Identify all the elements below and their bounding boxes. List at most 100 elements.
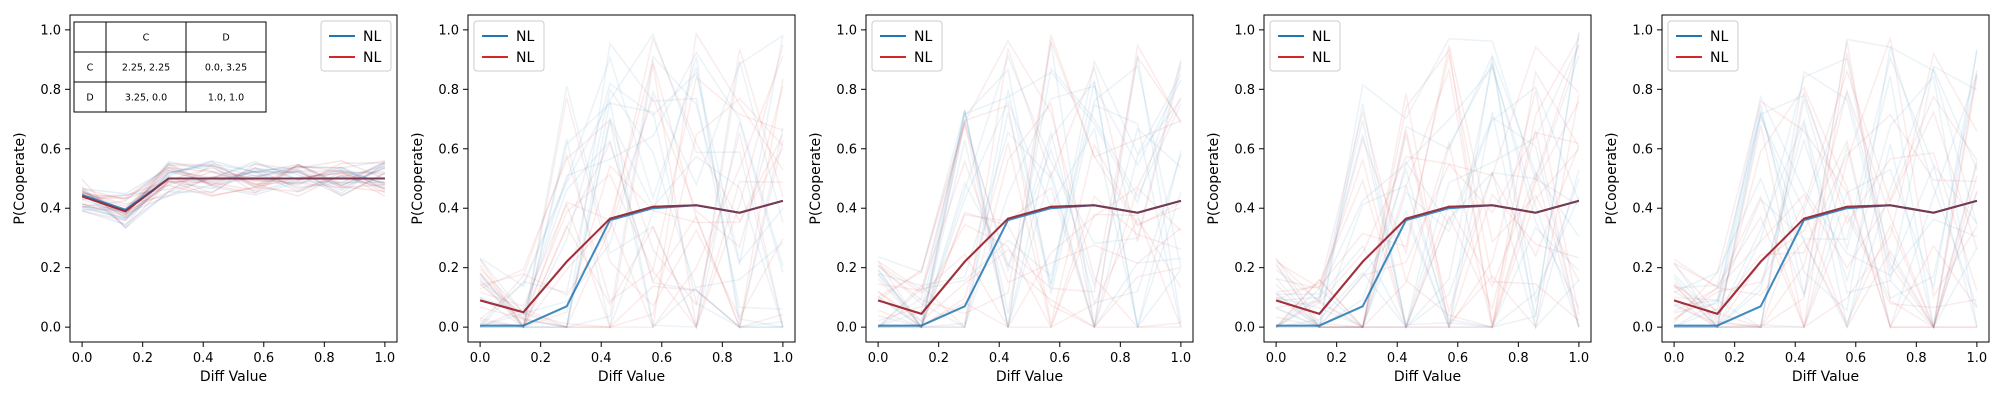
background-trace	[479, 48, 784, 330]
y-tick-label: 0.8	[1234, 83, 1255, 98]
x-tick-label: 0.6	[1447, 351, 1468, 366]
background-trace	[81, 160, 386, 221]
x-tick-label: 0.4	[193, 351, 214, 366]
y-tick-label: 1.0	[836, 23, 857, 38]
legend-box	[473, 20, 545, 72]
background-trace	[1275, 69, 1580, 329]
axes-frame	[69, 14, 398, 343]
axes-frame	[1263, 14, 1592, 343]
background-trace	[1673, 74, 1978, 328]
x-tick-label: 0.0	[1664, 351, 1685, 366]
x-tick-label: 1.0	[1569, 351, 1590, 366]
table-cell: 2.25, 2.25	[122, 63, 170, 74]
background-trace	[1673, 73, 1978, 330]
table-cell: 0.0, 3.25	[205, 63, 247, 74]
x-tick-label: 1.0	[375, 351, 396, 366]
background-trace	[877, 34, 1182, 330]
background-trace	[82, 160, 386, 211]
y-tick-label: 0.2	[40, 261, 61, 276]
x-axis-title: Diff Value	[200, 369, 267, 385]
background-trace	[878, 119, 1182, 328]
legend-label: NL	[1710, 29, 1728, 45]
background-trace	[479, 97, 784, 329]
background-trace	[877, 127, 1182, 329]
legend-label: NL	[1710, 50, 1728, 66]
background-trace	[877, 67, 1182, 329]
background-trace	[1673, 37, 1978, 329]
background-trace	[1275, 56, 1580, 331]
background-trace	[1673, 57, 1978, 329]
y-tick-label: 1.0	[1632, 23, 1653, 38]
background-trace	[877, 65, 1182, 328]
x-tick-label: 1.0	[1171, 351, 1192, 366]
background-trace	[1674, 94, 1978, 307]
x-axis-title: Diff Value	[1792, 369, 1859, 385]
background-trace	[480, 55, 784, 329]
background-trace	[1673, 55, 1978, 328]
background-trace	[1673, 40, 1978, 329]
legend: NL NL	[871, 20, 943, 72]
legend-box	[1667, 20, 1739, 72]
background-trace	[877, 81, 1182, 328]
background-trace	[877, 38, 1182, 315]
legend: NL NL	[1269, 20, 1341, 72]
background-trace	[877, 42, 1182, 329]
y-tick-label: 0.8	[836, 83, 857, 98]
chart-panel-4: 0.0 0.2 0.4 0.6 0.8 1.0 0.0 0.2 0.4 0.6 0.8 1.0 Diff…	[1206, 14, 1592, 385]
y-tick-label: 1.0	[438, 23, 459, 38]
y-tick-label: 0.4	[438, 202, 459, 217]
background-trace	[1275, 31, 1580, 328]
legend-box	[1269, 20, 1341, 72]
background-trace	[1275, 53, 1580, 329]
y-axis-title: P(Cooperate)	[1604, 132, 1620, 224]
x-tick-label: 0.8	[314, 351, 335, 366]
y-tick-label: 0.4	[836, 202, 857, 217]
background-trace	[877, 195, 1182, 329]
x-tick-label: 0.4	[591, 351, 612, 366]
background-trace	[877, 55, 1182, 323]
y-tick-label: 0.6	[40, 142, 61, 157]
y-tick-label: 0.6	[1632, 142, 1653, 157]
x-tick-label: 0.6	[1845, 351, 1866, 366]
background-trace	[1276, 66, 1580, 328]
background-traces	[877, 34, 1182, 330]
background-trace	[479, 31, 784, 328]
legend-label: NL	[914, 29, 932, 45]
y-tick-label: 0.4	[1234, 202, 1255, 217]
table-row-label: C	[87, 63, 94, 74]
y-tick-label: 0.6	[438, 142, 459, 157]
background-trace	[1674, 89, 1978, 329]
background-trace	[1275, 90, 1580, 328]
chart-panel-2: 0.0 0.2 0.4 0.6 0.8 1.0 0.0 0.2 0.4 0.6 0.8 1.0 Diff…	[410, 14, 796, 385]
x-tick-label: 0.0	[868, 351, 889, 366]
x-tick-label: 0.8	[1508, 351, 1529, 366]
x-tick-label: 0.0	[470, 351, 491, 366]
background-traces	[81, 160, 386, 230]
series-line-mean-overlay	[81, 177, 385, 213]
background-trace	[1275, 156, 1580, 330]
x-tick-label: 0.6	[253, 351, 274, 366]
background-trace	[480, 56, 784, 330]
x-tick-label: 1.0	[1967, 351, 1988, 366]
legend-label: NL	[1312, 50, 1330, 66]
background-trace	[877, 186, 1182, 329]
x-tick-label: 0.8	[712, 351, 733, 366]
chart-panel-5: 0.0 0.2 0.4 0.6 0.8 1.0 0.0 0.2 0.4 0.6 0.8 1.0 Diff…	[1604, 14, 1990, 385]
background-trace	[479, 36, 784, 328]
y-tick-label: 0.2	[836, 261, 857, 276]
background-trace	[877, 121, 1182, 328]
background-trace	[1674, 123, 1978, 328]
background-trace	[1673, 69, 1978, 320]
background-trace	[877, 122, 1181, 328]
background-trace	[81, 161, 386, 230]
y-tick-label: 0.6	[1234, 142, 1255, 157]
axes-frame	[1661, 14, 1990, 343]
x-axis-title: Diff Value	[598, 369, 665, 385]
x-tick-label: 0.6	[651, 351, 672, 366]
legend-label: NL	[363, 50, 381, 66]
background-trace	[479, 51, 784, 316]
x-tick-label: 0.4	[1785, 351, 1806, 366]
x-axis-title: Diff Value	[1394, 369, 1461, 385]
y-tick-label: 0.4	[1632, 202, 1653, 217]
